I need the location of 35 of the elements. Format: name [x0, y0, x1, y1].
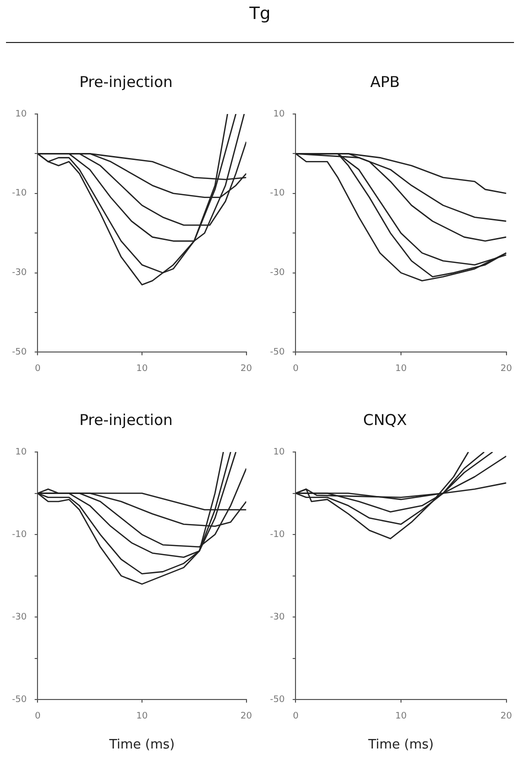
- y-tick-label: -10: [270, 188, 285, 199]
- x-tick-label: 0: [34, 364, 41, 374]
- chart-title: Pre-injection: [79, 72, 173, 91]
- chart-title: APB: [370, 72, 400, 91]
- y-tick-label: -10: [12, 530, 27, 540]
- x-tick-label: 10: [136, 364, 148, 374]
- chart-title: Pre-injection: [79, 410, 173, 429]
- y-tick-label: 10: [15, 447, 27, 458]
- y-tick-label: -50: [12, 694, 27, 705]
- text: Tg: [248, 4, 272, 24]
- x-tick-label: 20: [500, 711, 512, 722]
- x-tick-label: 10: [395, 711, 407, 722]
- x-axis-title: Time (ms): [108, 738, 175, 753]
- y-tick-label: -30: [270, 268, 285, 278]
- x-tick-label: 10: [395, 364, 407, 374]
- x-tick-label: 20: [500, 364, 512, 374]
- x-tick-label: 0: [292, 364, 299, 374]
- chart-title: CNQX: [363, 410, 407, 429]
- y-tick-label: -50: [270, 348, 285, 358]
- y-tick-label: -50: [270, 694, 285, 705]
- x-axis-title: Time (ms): [367, 738, 434, 753]
- x-tick-label: 0: [34, 711, 41, 722]
- y-tick-label: 10: [15, 109, 27, 120]
- y-tick-label: -30: [12, 612, 27, 622]
- y-tick-label: 10: [273, 447, 285, 458]
- y-tick-label: -10: [12, 188, 27, 199]
- x-tick-label: 20: [240, 711, 252, 722]
- x-tick-label: 20: [240, 364, 252, 374]
- x-tick-label: 0: [292, 711, 299, 722]
- y-tick-label: -30: [270, 612, 285, 622]
- y-tick-label: -10: [270, 530, 285, 540]
- y-tick-label: -50: [12, 348, 27, 358]
- x-tick-label: 10: [136, 711, 148, 722]
- y-tick-label: -30: [12, 268, 27, 278]
- y-tick-label: 10: [273, 109, 285, 120]
